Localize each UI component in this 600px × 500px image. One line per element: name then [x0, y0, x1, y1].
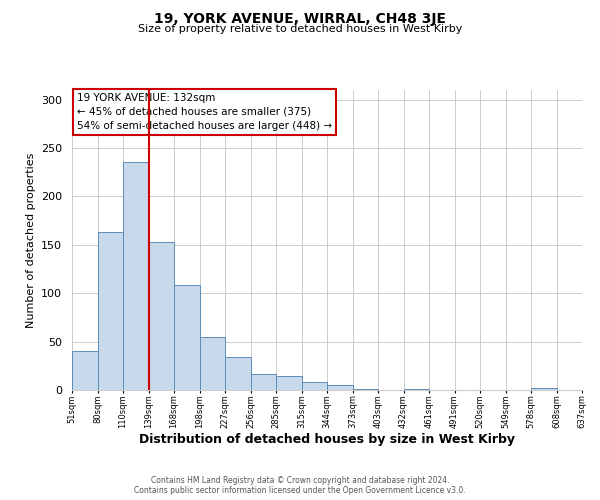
Bar — [199, 337, 225, 390]
Y-axis label: Number of detached properties: Number of detached properties — [26, 152, 35, 328]
Text: 19, YORK AVENUE, WIRRAL, CH48 3JE: 19, YORK AVENUE, WIRRAL, CH48 3JE — [154, 12, 446, 26]
Bar — [72, 352, 97, 390]
Bar — [302, 382, 327, 390]
Text: Size of property relative to detached houses in West Kirby: Size of property relative to detached ho… — [138, 24, 462, 34]
Bar — [404, 389, 429, 390]
Bar — [353, 389, 378, 390]
Bar — [174, 284, 199, 390]
Text: Contains HM Land Registry data © Crown copyright and database right 2024.
Contai: Contains HM Land Registry data © Crown c… — [134, 476, 466, 495]
Bar — [327, 385, 353, 390]
Text: 19 YORK AVENUE: 132sqm
← 45% of detached houses are smaller (375)
54% of semi-de: 19 YORK AVENUE: 132sqm ← 45% of detached… — [77, 93, 332, 131]
Bar — [276, 376, 302, 390]
Bar — [149, 242, 174, 390]
Bar — [251, 374, 276, 390]
Text: Distribution of detached houses by size in West Kirby: Distribution of detached houses by size … — [139, 432, 515, 446]
Bar — [123, 162, 149, 390]
Bar — [97, 232, 123, 390]
Bar — [531, 388, 557, 390]
Bar — [225, 357, 251, 390]
